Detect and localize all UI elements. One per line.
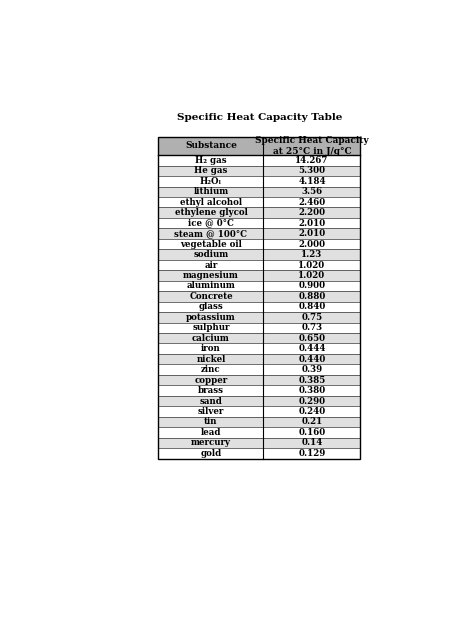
Text: glass: glass xyxy=(199,302,223,312)
Text: 2.200: 2.200 xyxy=(299,208,326,217)
Text: 1.020: 1.020 xyxy=(298,260,326,269)
Bar xyxy=(158,448,360,459)
Text: 0.380: 0.380 xyxy=(298,386,326,395)
Bar xyxy=(158,375,360,386)
Text: Specific Heat Capacity Table: Specific Heat Capacity Table xyxy=(177,113,342,122)
Text: 2.010: 2.010 xyxy=(298,229,326,238)
Bar xyxy=(158,137,360,155)
Bar xyxy=(158,322,360,333)
Text: ice @ 0°C: ice @ 0°C xyxy=(188,219,234,228)
Text: silver: silver xyxy=(198,407,224,416)
Text: magnesium: magnesium xyxy=(183,271,239,280)
Text: 0.75: 0.75 xyxy=(301,313,322,322)
Text: Substance: Substance xyxy=(185,142,237,150)
Bar xyxy=(158,291,360,301)
Bar xyxy=(158,166,360,176)
Text: 0.444: 0.444 xyxy=(298,344,326,353)
Text: 2.000: 2.000 xyxy=(299,240,326,248)
Bar xyxy=(158,228,360,239)
Text: 0.385: 0.385 xyxy=(298,375,326,385)
Text: 0.73: 0.73 xyxy=(301,324,322,332)
Text: ethyl alcohol: ethyl alcohol xyxy=(180,198,242,207)
Bar xyxy=(158,137,360,459)
Text: 14.267: 14.267 xyxy=(295,156,328,165)
Text: air: air xyxy=(204,260,218,269)
Text: 0.880: 0.880 xyxy=(298,292,326,301)
Bar xyxy=(158,416,360,427)
Text: copper: copper xyxy=(194,375,228,385)
Text: 0.440: 0.440 xyxy=(298,355,326,363)
Text: 0.39: 0.39 xyxy=(301,365,322,374)
Text: Specific Heat Capacity
at 25°C in J/g°C: Specific Heat Capacity at 25°C in J/g°C xyxy=(255,137,369,155)
Text: 1.020: 1.020 xyxy=(298,271,326,280)
Text: 3.56: 3.56 xyxy=(301,187,322,197)
Text: 0.840: 0.840 xyxy=(298,302,326,312)
Text: 1.23: 1.23 xyxy=(301,250,323,259)
Text: 2.010: 2.010 xyxy=(298,219,326,228)
Bar xyxy=(158,186,360,197)
Text: steam @ 100°C: steam @ 100°C xyxy=(174,229,247,238)
Text: brass: brass xyxy=(198,386,224,395)
Bar xyxy=(158,207,360,218)
Bar xyxy=(158,354,360,365)
Bar xyxy=(158,260,360,270)
Bar xyxy=(158,239,360,250)
Text: 0.900: 0.900 xyxy=(299,281,326,291)
Text: sulphur: sulphur xyxy=(192,324,230,332)
Text: calcium: calcium xyxy=(192,334,230,343)
Bar xyxy=(158,365,360,375)
Bar xyxy=(158,301,360,312)
Text: 0.290: 0.290 xyxy=(299,396,326,406)
Text: vegetable oil: vegetable oil xyxy=(180,240,242,248)
Text: 5.300: 5.300 xyxy=(299,166,326,175)
Text: iron: iron xyxy=(201,344,221,353)
Bar xyxy=(158,406,360,416)
Text: potassium: potassium xyxy=(186,313,236,322)
Text: 4.184: 4.184 xyxy=(298,177,326,186)
Bar xyxy=(158,281,360,291)
Text: Concrete: Concrete xyxy=(189,292,233,301)
Text: ethylene glycol: ethylene glycol xyxy=(174,208,247,217)
Bar xyxy=(158,344,360,354)
Text: lead: lead xyxy=(201,428,221,437)
Text: H₂ gas: H₂ gas xyxy=(195,156,227,165)
Text: sand: sand xyxy=(200,396,222,406)
Text: 0.160: 0.160 xyxy=(298,428,326,437)
Bar xyxy=(158,312,360,322)
Bar xyxy=(158,333,360,344)
Bar xyxy=(158,386,360,396)
Text: 0.14: 0.14 xyxy=(301,439,323,447)
Bar xyxy=(158,218,360,228)
Bar xyxy=(158,155,360,166)
Text: mercury: mercury xyxy=(191,439,231,447)
Text: aluminum: aluminum xyxy=(187,281,236,291)
Text: 2.460: 2.460 xyxy=(298,198,326,207)
Bar xyxy=(158,270,360,281)
Bar xyxy=(158,396,360,406)
Text: He gas: He gas xyxy=(194,166,228,175)
Text: sodium: sodium xyxy=(193,250,228,259)
Bar xyxy=(158,197,360,207)
Text: 0.240: 0.240 xyxy=(298,407,326,416)
Bar xyxy=(158,437,360,448)
Bar xyxy=(158,250,360,260)
Text: tin: tin xyxy=(204,418,218,427)
Text: 0.129: 0.129 xyxy=(298,449,326,458)
Text: lithium: lithium xyxy=(193,187,228,197)
Bar xyxy=(158,176,360,186)
Text: 0.21: 0.21 xyxy=(301,418,323,427)
Bar xyxy=(158,427,360,437)
Text: nickel: nickel xyxy=(196,355,226,363)
Text: zinc: zinc xyxy=(201,365,221,374)
Text: 0.650: 0.650 xyxy=(299,334,326,343)
Text: gold: gold xyxy=(201,449,221,458)
Text: H₂Oₗ: H₂Oₗ xyxy=(200,177,222,186)
